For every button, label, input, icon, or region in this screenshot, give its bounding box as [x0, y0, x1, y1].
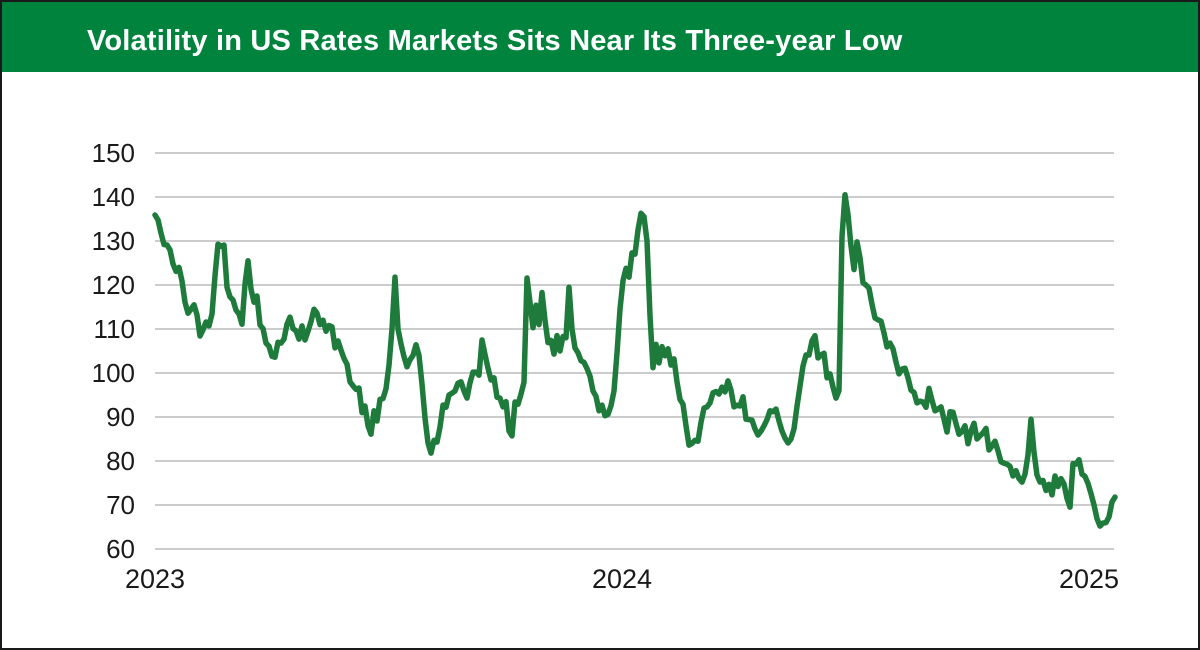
- y-tick-label-60: 60: [106, 534, 135, 564]
- y-tick-label-90: 90: [106, 402, 135, 432]
- y-tick-label-140: 140: [92, 182, 135, 212]
- y-tick-label-80: 80: [106, 446, 135, 476]
- y-tick-label-130: 130: [92, 226, 135, 256]
- x-tick-label-2025: 2025: [1059, 564, 1119, 594]
- x-tick-label-2023: 2023: [125, 564, 185, 594]
- y-tick-label-70: 70: [106, 490, 135, 520]
- y-tick-label-100: 100: [92, 358, 135, 388]
- y-tick-label-150: 150: [92, 138, 135, 168]
- series-line: [152, 192, 1118, 529]
- x-tick-label-2024: 2024: [592, 564, 652, 594]
- header-bar: Volatility in US Rates Markets Sits Near…: [2, 2, 1198, 72]
- page-title: Volatility in US Rates Markets Sits Near…: [87, 25, 903, 57]
- y-tick-label-120: 120: [92, 270, 135, 300]
- y-tick-label-110: 110: [94, 314, 135, 344]
